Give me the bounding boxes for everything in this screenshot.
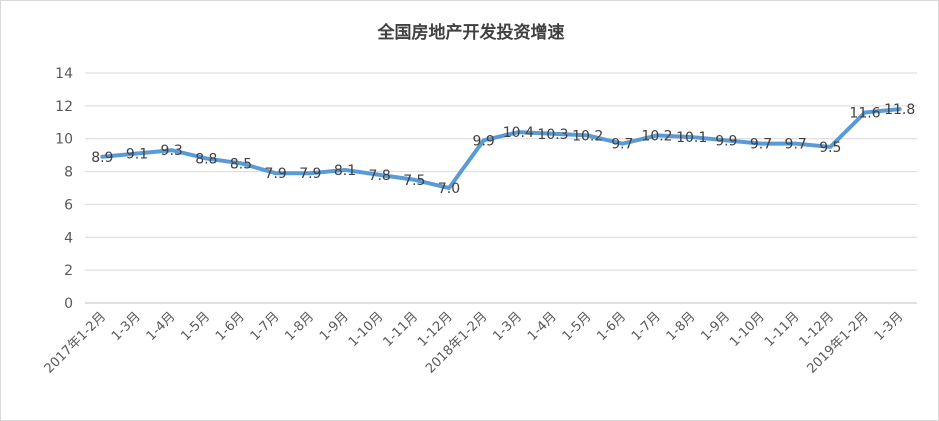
y-tick-label: 2 — [64, 263, 73, 279]
data-point — [170, 148, 174, 152]
data-label: 9.9 — [473, 133, 495, 149]
x-tick-label: 1-7月 — [248, 309, 283, 344]
data-label: 9.3 — [161, 143, 183, 159]
x-tick-label: 1-5月 — [560, 309, 595, 344]
data-label: 9.7 — [611, 137, 633, 153]
data-point — [100, 155, 104, 159]
data-point — [620, 142, 624, 146]
y-tick-label: 0 — [64, 296, 73, 312]
data-label: 10.3 — [537, 127, 568, 143]
data-point — [412, 178, 416, 182]
x-tick-label: 1-8月 — [282, 309, 317, 344]
data-point — [204, 156, 208, 160]
y-axis-ticks: 0 2 4 6 8 10 12 14 — [55, 66, 73, 312]
data-label: 10.1 — [676, 130, 707, 146]
x-tick-label: 1-5月 — [178, 309, 213, 344]
data-label: 10.2 — [572, 128, 603, 144]
x-tick-label: 1-3月 — [109, 309, 144, 344]
data-point — [655, 133, 659, 137]
data-point — [343, 168, 347, 172]
x-axis-ticks: 2017年1-2月 1-3月 1-4月 1-5月 1-6月 1-7月 1-8月 1-9月1-1… — [42, 309, 907, 376]
data-point — [828, 145, 832, 149]
chart-title: 全国房地产开发投资增速 — [377, 22, 565, 43]
data-label: 7.9 — [265, 166, 287, 182]
series-line — [100, 107, 902, 190]
data-point — [447, 186, 451, 190]
y-tick-label: 12 — [55, 99, 73, 115]
data-label: 9.1 — [126, 147, 148, 163]
data-label: 8.5 — [230, 156, 252, 172]
y-tick-label: 10 — [55, 132, 73, 148]
x-tick-label: 1-3月 — [490, 309, 525, 344]
data-label: 7.0 — [438, 181, 460, 197]
x-tick-label: 2018年1-2月 — [423, 309, 490, 376]
data-label: 10.4 — [503, 125, 534, 141]
gridlines — [85, 72, 917, 304]
data-label: 9.7 — [785, 137, 807, 153]
data-point — [274, 171, 278, 175]
x-tick-label: 1-8月 — [664, 309, 699, 344]
data-label: 9.5 — [819, 140, 841, 156]
series-line-path — [100, 107, 902, 190]
x-tick-label: 1-3月 — [872, 309, 907, 344]
data-label: 11.8 — [884, 102, 915, 118]
data-point — [690, 135, 694, 139]
x-tick-label: 1-10月 — [346, 309, 387, 350]
y-tick-label: 8 — [64, 165, 73, 181]
y-tick-label: 14 — [55, 66, 73, 82]
data-label: 8.9 — [91, 150, 113, 166]
data-point — [482, 138, 486, 142]
x-tick-label: 2017年1-2月 — [42, 309, 109, 376]
data-point — [863, 110, 867, 114]
data-point — [239, 161, 243, 165]
y-tick-label: 4 — [64, 230, 73, 246]
x-tick-label: 1-11月 — [380, 309, 421, 350]
data-label: 7.8 — [369, 168, 391, 184]
y-tick-label: 6 — [64, 197, 73, 213]
data-point — [516, 130, 520, 134]
x-tick-label: 1-11月 — [762, 309, 803, 350]
data-labels: 8.9 9.1 9.3 8.8 8.5 7.9 7.9 8.1 7.8 7.5 7.0 9.9 10.4… — [91, 102, 915, 197]
data-label: 8.8 — [195, 151, 217, 167]
data-label: 8.1 — [334, 163, 356, 179]
data-label: 7.5 — [403, 173, 425, 189]
data-label: 9.7 — [750, 137, 772, 153]
data-label: 9.9 — [715, 133, 737, 149]
x-tick-label: 1-10月 — [727, 309, 768, 350]
data-point — [378, 173, 382, 177]
data-point — [308, 171, 312, 175]
x-tick-label: 2019年1-2月 — [804, 309, 871, 376]
data-point — [794, 142, 798, 146]
data-point — [724, 138, 728, 142]
x-tick-label: 1-4月 — [144, 309, 179, 344]
data-point — [586, 133, 590, 137]
data-point — [135, 152, 139, 155]
data-point — [759, 142, 763, 146]
data-point — [898, 107, 902, 111]
x-tick-label: 1-4月 — [525, 309, 560, 344]
x-tick-label: 1-6月 — [594, 309, 629, 344]
x-tick-label: 1-7月 — [629, 309, 664, 344]
data-label: 11.6 — [849, 105, 880, 121]
data-label: 10.2 — [641, 128, 672, 144]
x-tick-label: 1-6月 — [213, 309, 248, 344]
data-point — [551, 132, 555, 136]
data-label: 7.9 — [299, 166, 321, 182]
